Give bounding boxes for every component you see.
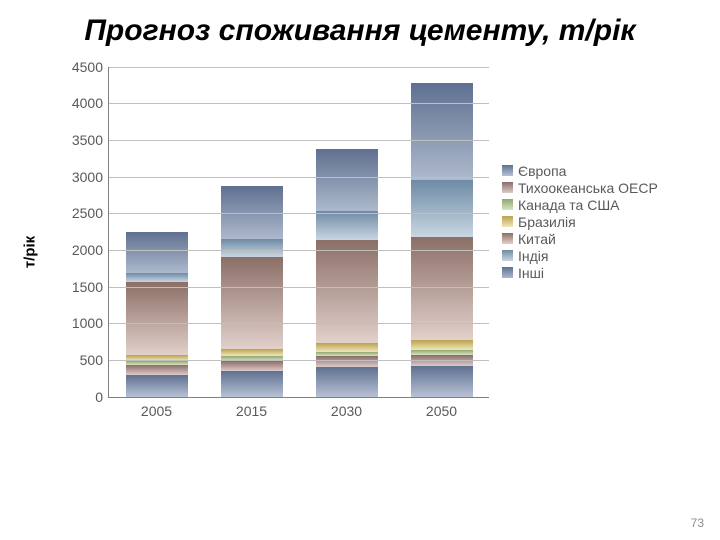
legend-swatch (502, 165, 513, 176)
legend-label: Індія (518, 248, 548, 264)
bar-segment (221, 349, 283, 356)
bar-segment (221, 239, 283, 257)
grid-line (109, 287, 489, 288)
bar-column (411, 83, 473, 396)
bar-segment (316, 343, 378, 352)
legend-label: Європа (518, 163, 566, 179)
legend-item: Індія (502, 248, 658, 264)
legend-label: Інші (518, 265, 544, 281)
plot-area: 0500100015002000250030003500400045002005… (108, 67, 489, 398)
ytick-label: 3000 (72, 169, 109, 185)
bar-segment (126, 282, 188, 355)
grid-line (109, 140, 489, 141)
legend-item: Бразилія (502, 214, 658, 230)
ytick-label: 2000 (72, 242, 109, 258)
xtick-label: 2005 (141, 397, 172, 419)
grid-line (109, 103, 489, 104)
legend-swatch (502, 216, 513, 227)
legend-label: Тихоокеанська ОЕСР (518, 180, 658, 196)
page-number: 73 (691, 516, 704, 530)
legend-item: Канада та США (502, 197, 658, 213)
grid-line (109, 177, 489, 178)
ytick-label: 4000 (72, 95, 109, 111)
bar-segment (221, 257, 283, 349)
chart: т/рік 0500100015002000250030003500400045… (60, 67, 700, 437)
bar-segment (126, 365, 188, 375)
legend-label: Канада та США (518, 197, 620, 213)
ytick-label: 2500 (72, 205, 109, 221)
bars-container (109, 67, 489, 397)
legend-swatch (502, 233, 513, 244)
bar-column (221, 186, 283, 396)
grid-line (109, 250, 489, 251)
xtick-label: 2030 (331, 397, 362, 419)
ytick-label: 500 (80, 352, 109, 368)
ytick-label: 0 (95, 389, 109, 405)
legend-item: Китай (502, 231, 658, 247)
bar-segment (316, 211, 378, 240)
grid-line (109, 213, 489, 214)
bar-segment (316, 240, 378, 343)
legend-item: Тихоокеанська ОЕСР (502, 180, 658, 196)
grid-line (109, 360, 489, 361)
ytick-label: 1000 (72, 315, 109, 331)
bar-segment (316, 356, 378, 367)
grid-line (109, 323, 489, 324)
bar-segment (411, 83, 473, 180)
bar-segment (126, 232, 188, 273)
legend-swatch (502, 199, 513, 210)
bar-segment (411, 180, 473, 237)
bar-segment (221, 371, 283, 397)
page-title: Прогноз споживання цементу, т/рік (20, 14, 700, 49)
xtick-label: 2015 (236, 397, 267, 419)
legend: ЄвропаТихоокеанська ОЕСРКанада та СШАБра… (502, 162, 658, 282)
legend-label: Бразилія (518, 214, 576, 230)
bar-segment (126, 273, 188, 283)
legend-item: Інші (502, 265, 658, 281)
bar-segment (221, 361, 283, 371)
bar-segment (411, 366, 473, 397)
legend-swatch (502, 250, 513, 261)
legend-item: Європа (502, 163, 658, 179)
xtick-label: 2050 (426, 397, 457, 419)
legend-swatch (502, 267, 513, 278)
bar-segment (411, 237, 473, 340)
ytick-label: 1500 (72, 279, 109, 295)
y-axis-label: т/рік (22, 235, 39, 267)
ytick-label: 3500 (72, 132, 109, 148)
ytick-label: 4500 (72, 59, 109, 75)
legend-swatch (502, 182, 513, 193)
bar-segment (411, 340, 473, 350)
bar-column (126, 232, 188, 397)
bar-segment (316, 149, 378, 211)
grid-line (109, 67, 489, 68)
legend-label: Китай (518, 231, 556, 247)
bar-segment (126, 375, 188, 397)
bar-segment (316, 367, 378, 396)
